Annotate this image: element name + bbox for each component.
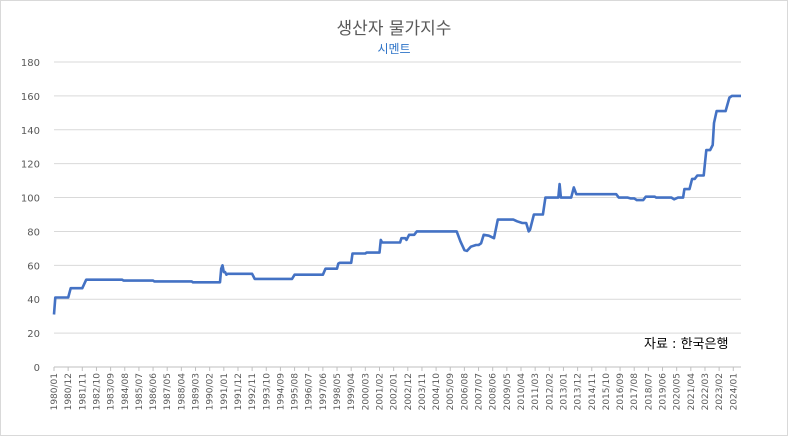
x-tick-label: 2009/05 [503,373,513,410]
y-axis-ticks: 0 20 40 60 80 100 120 140 160 180 [21,58,40,374]
x-tick-label: 2014/11 [588,373,598,410]
y-tick-label: 60 [27,261,40,272]
x-tick-label: 1981/11 [78,373,88,410]
x-tick-label: 1994/09 [276,373,286,411]
x-tick-label: 1980/01 [50,373,60,410]
x-tick-label: 1983/09 [107,373,117,411]
y-tick-label: 160 [21,92,40,103]
x-tick-label: 1991/01 [220,373,230,410]
x-tick-label: 2004/10 [432,373,442,411]
y-tick-label: 0 [34,363,40,374]
series-line [54,96,741,315]
x-tick-label: 2021/04 [687,373,697,411]
x-tick-label: 2019/06 [659,373,669,411]
y-tick-label: 20 [27,329,40,340]
x-tick-label: 2013/12 [574,373,584,410]
x-tick-label: 1986/06 [149,373,159,411]
x-tick-label: 2015/10 [602,373,612,411]
x-tick-label: 1999/04 [347,373,357,411]
x-tick-label: 2003/11 [418,373,428,410]
x-tick-label: 1997/06 [319,373,329,411]
y-tick-label: 180 [21,58,40,69]
x-tick-label: 1990/02 [206,373,216,410]
x-tick-label: 1998/05 [333,373,343,410]
y-tick-label: 140 [21,126,40,137]
x-tick-label: 2017/08 [630,373,640,411]
x-tick-label: 1991/12 [234,373,244,410]
x-tick-label: 2024/01 [729,373,739,410]
x-tick-label: 2016/09 [616,373,626,411]
x-tick-label: 1982/10 [92,373,102,411]
gridlines [54,62,741,333]
x-tick-label: 1993/10 [262,373,272,411]
x-axis: 1980/01 1980/12 1981/11 1982/10 1983/09 1984/… [50,367,741,410]
source-note: 자료 : 한국은행 [644,333,728,352]
x-tick-label: 1996/07 [305,373,315,410]
series-layer [54,96,741,315]
x-tick-label: 2008/06 [489,373,499,411]
x-tick-label: 2006/08 [460,373,470,411]
x-tick-label: 2010/04 [517,373,527,411]
x-tick-label: 1992/11 [248,373,258,410]
y-tick-label: 40 [27,295,40,306]
x-tick-label: 2012/02 [545,373,555,410]
x-tick-label: 2023/02 [715,373,725,410]
x-tick-label: 1985/07 [135,373,145,410]
x-tick-label: 1989/03 [192,373,202,410]
y-tick-label: 120 [21,160,40,171]
x-tick-label: 1980/12 [64,373,74,410]
x-tick-label: 2005/09 [446,373,456,411]
x-tick-label: 1995/08 [291,373,301,411]
x-tick-label: 2007/07 [475,373,485,410]
x-tick-label: 2018/07 [644,373,654,410]
x-tick-label: 2022/03 [701,373,711,410]
x-tick-label: 1987/05 [163,373,173,410]
y-tick-label: 80 [27,227,40,238]
x-tick-label: 2002/01 [390,373,400,410]
x-tick-label: 2013/01 [559,373,569,410]
x-tick-label: 1984/08 [121,373,131,411]
x-tick-label: 2001/02 [375,373,385,410]
x-tick-label: 2011/03 [531,373,541,410]
x-tick-label: 2020/05 [673,373,683,410]
y-tick-label: 100 [21,194,40,205]
x-tick-label: 2000/03 [361,373,371,410]
x-tick-label: 1988/04 [177,373,187,411]
x-tick-label: 2002/12 [404,373,414,410]
